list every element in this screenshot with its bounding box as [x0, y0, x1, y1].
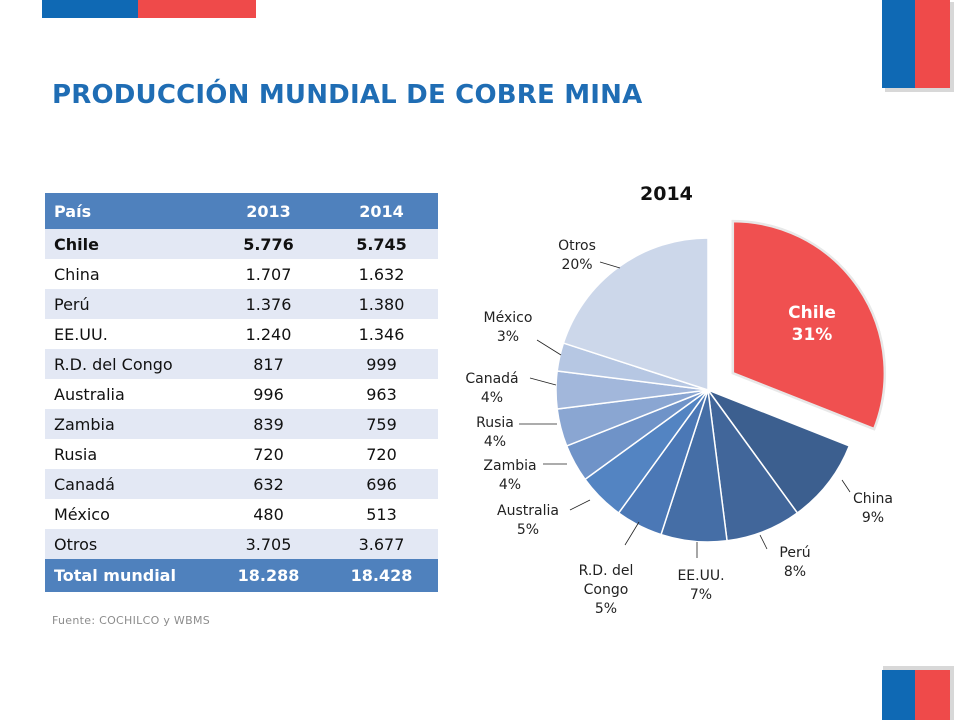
- cell-country: Zambia: [54, 414, 115, 434]
- cell-2013: 480: [253, 504, 284, 524]
- cell-2013: 632: [253, 474, 284, 494]
- source-note: Fuente: COCHILCO y WBMS: [52, 614, 211, 627]
- flag-corner-top-red: [915, 0, 950, 88]
- table-row: Canadá 632 696: [45, 469, 438, 499]
- cell-2014: 1.346: [358, 324, 405, 344]
- leader-line: [529, 377, 557, 386]
- leader-line: [841, 479, 851, 493]
- cell-2013: 996: [253, 384, 284, 404]
- cell-country: Otros: [54, 534, 98, 554]
- cell-2013: 1.707: [245, 264, 292, 284]
- cell-country: EE.UU.: [54, 324, 108, 344]
- slice-label-zambia: Zambia 4%: [483, 458, 536, 493]
- cell-2014: 720: [366, 444, 397, 464]
- cell-2014: 759: [366, 414, 397, 434]
- cell-2013: 5.776: [243, 234, 294, 254]
- table-row: EE.UU. 1.240 1.346: [45, 319, 438, 349]
- slice-label-r-d-del-congo: R.D. del Congo 5%: [579, 563, 634, 617]
- leader-line: [599, 261, 621, 269]
- total-label: Total mundial: [45, 559, 212, 592]
- chart-title: 2014: [640, 183, 693, 205]
- column-header-2013: 2013: [212, 193, 325, 229]
- slice-label-rusia: Rusia 4%: [476, 415, 514, 450]
- pie-slice-china: [705, 388, 851, 515]
- cell-2014: 513: [366, 504, 397, 524]
- cell-2014: 999: [366, 354, 397, 374]
- pie-slice-otros: [562, 237, 709, 392]
- table-row: Australia 996 963: [45, 379, 438, 409]
- cell-2013: 817: [253, 354, 284, 374]
- table-row: Zambia 839 759: [45, 409, 438, 439]
- cell-country: México: [54, 504, 110, 524]
- slice-label-china: China 9%: [853, 491, 893, 526]
- cell-country: Canadá: [54, 474, 115, 494]
- total-2014: 18.428: [325, 559, 438, 592]
- cell-2013: 3.705: [245, 534, 292, 554]
- cell-2013: 839: [253, 414, 284, 434]
- table-row: México 480 513: [45, 499, 438, 529]
- cell-country: Rusia: [54, 444, 98, 464]
- leader-line: [759, 534, 768, 550]
- flag-top-blue: [42, 0, 138, 18]
- cell-country: R.D. del Congo: [54, 354, 173, 374]
- page-title: PRODUCCIÓN MUNDIAL DE COBRE MINA: [52, 80, 643, 110]
- pie-slice-chile: [731, 219, 887, 431]
- table-row: China 1.707 1.632: [45, 259, 438, 289]
- table-row: Rusia 720 720: [45, 439, 438, 469]
- flag-top-red: [138, 0, 256, 18]
- column-header-country: País: [45, 193, 212, 229]
- table-row: Perú 1.376 1.380: [45, 289, 438, 319]
- cell-2014: 696: [366, 474, 397, 494]
- leader-line: [536, 339, 562, 356]
- column-header-2014: 2014: [325, 193, 438, 229]
- slice-label-chile: Chile 31%: [788, 303, 836, 345]
- slice-label-m-xico: México 3%: [484, 310, 533, 345]
- table-row: R.D. del Congo 817 999: [45, 349, 438, 379]
- table-body: Chile 5.776 5.745 China 1.707 1.632 Perú 1.376 1…: [45, 229, 438, 559]
- flag-corner-top-blue: [882, 0, 915, 88]
- cell-country: Chile: [54, 234, 99, 254]
- slice-label-per-: Perú 8%: [779, 545, 810, 580]
- cell-country: China: [54, 264, 100, 284]
- cell-2013: 1.376: [245, 294, 292, 314]
- cell-2014: 963: [366, 384, 397, 404]
- flag-corner-bottom-red: [915, 670, 950, 720]
- cell-2014: 5.745: [356, 234, 407, 254]
- total-2013: 18.288: [212, 559, 325, 592]
- slice-label-otros: Otros 20%: [558, 238, 596, 273]
- slice-label-canad-: Canadá 4%: [465, 371, 518, 406]
- cell-2014: 1.380: [358, 294, 405, 314]
- leader-line: [624, 521, 640, 546]
- table-total-row: Total mundial 18.288 18.428: [45, 559, 438, 592]
- slice-label-australia: Australia 5%: [497, 503, 559, 538]
- table-row: Chile 5.776 5.745: [45, 229, 438, 259]
- cell-2013: 1.240: [245, 324, 292, 344]
- table-header-row: País 2013 2014: [45, 193, 438, 229]
- cell-2014: 3.677: [358, 534, 405, 554]
- cell-2013: 720: [253, 444, 284, 464]
- leader-line: [569, 499, 591, 511]
- cell-country: Australia: [54, 384, 125, 404]
- cell-2014: 1.632: [358, 264, 405, 284]
- slice-label-ee-uu-: EE.UU. 7%: [677, 568, 724, 603]
- flag-corner-bottom-blue: [882, 670, 915, 720]
- cell-country: Perú: [54, 294, 90, 314]
- production-table: País 2013 2014 Chile 5.776 5.745 China 1.707…: [45, 193, 438, 592]
- table-row: Otros 3.705 3.677: [45, 529, 438, 559]
